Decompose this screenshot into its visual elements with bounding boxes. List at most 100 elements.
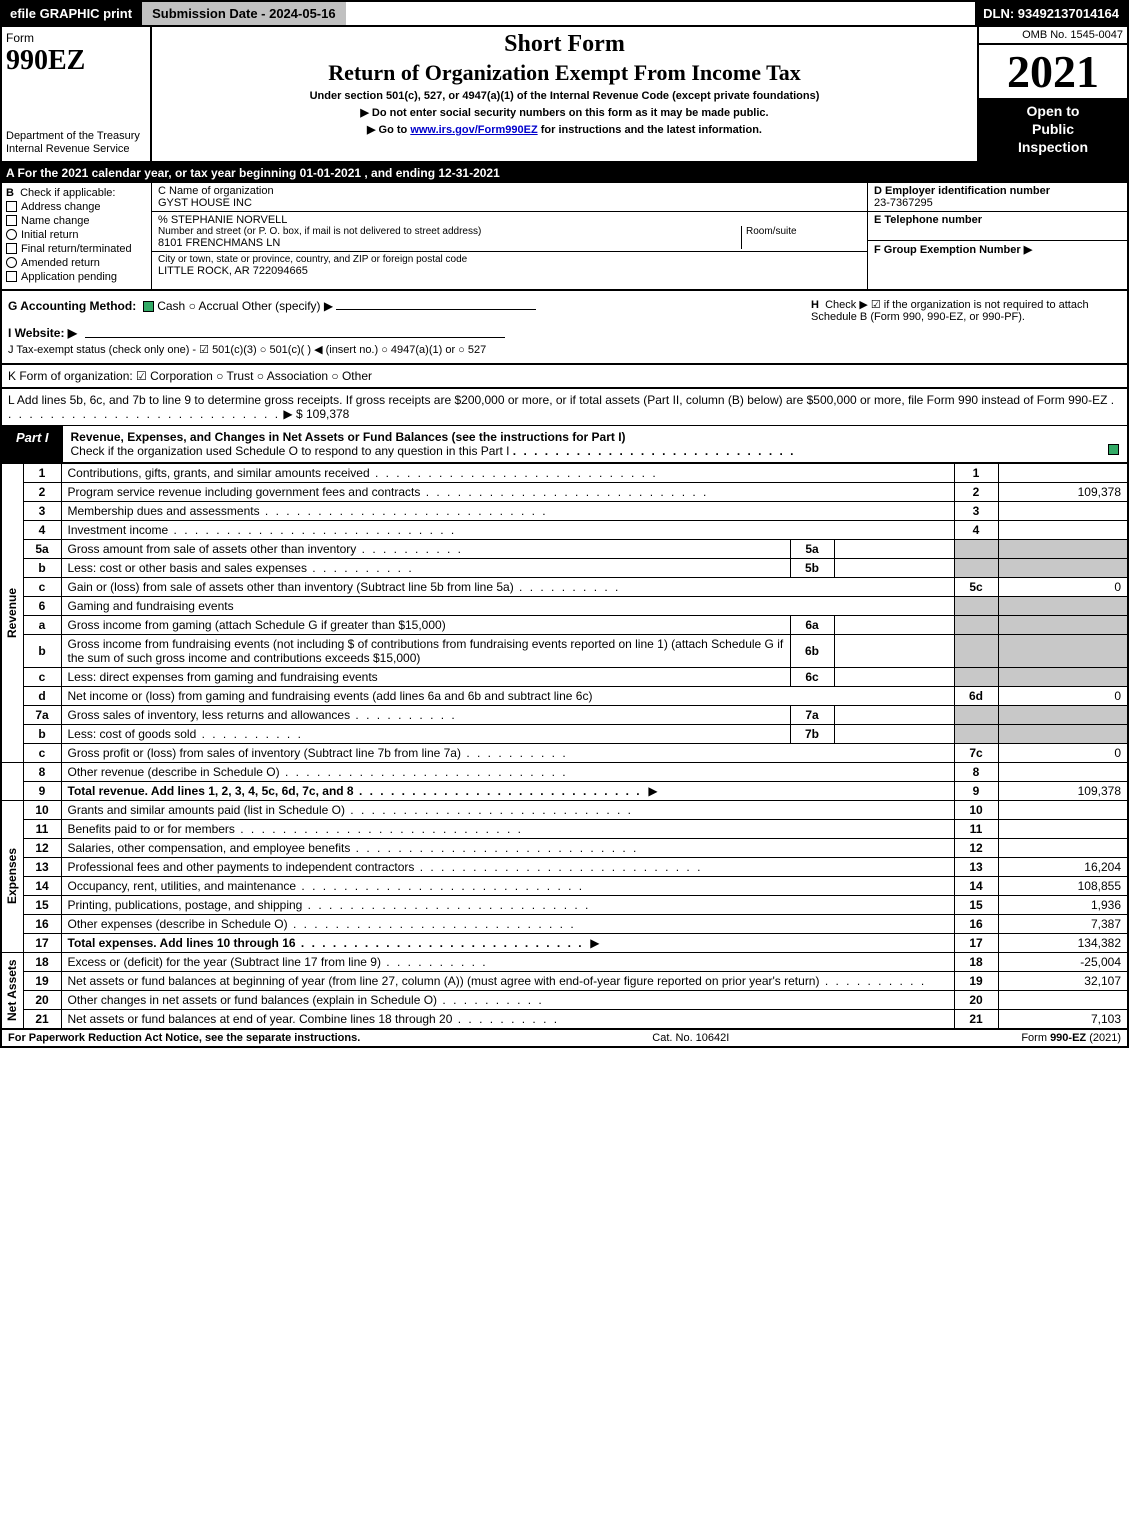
ln-10: 10 bbox=[23, 800, 61, 819]
efile-print-label[interactable]: efile GRAPHIC print bbox=[2, 2, 140, 25]
sc-6b: 6b bbox=[790, 634, 834, 667]
sc-6c: 6c bbox=[790, 667, 834, 686]
v-7a bbox=[998, 705, 1128, 724]
v-4 bbox=[998, 520, 1128, 539]
d-2: Program service revenue including govern… bbox=[68, 485, 709, 499]
v-14: 108,855 bbox=[998, 876, 1128, 895]
opt-amended: Amended return bbox=[21, 257, 100, 269]
d-15: Printing, publications, postage, and shi… bbox=[68, 898, 591, 912]
chk-initial-return[interactable] bbox=[6, 229, 17, 240]
vlabel-netassets: Net Assets bbox=[1, 952, 23, 1028]
nc-5c: 5c bbox=[954, 577, 998, 596]
sv-7a bbox=[834, 705, 954, 724]
nc-4: 4 bbox=[954, 520, 998, 539]
g-other-line[interactable] bbox=[336, 298, 536, 310]
nc-14: 14 bbox=[954, 876, 998, 895]
v-3 bbox=[998, 501, 1128, 520]
d-6a: Gross income from gaming (attach Schedul… bbox=[61, 615, 790, 634]
part1-title-text: Revenue, Expenses, and Changes in Net As… bbox=[71, 430, 626, 444]
l-amount: 109,378 bbox=[306, 407, 349, 421]
v-19: 32,107 bbox=[998, 971, 1128, 990]
d-5c: Gain or (loss) from sale of assets other… bbox=[68, 580, 621, 594]
short-form-title: Short Form bbox=[158, 31, 971, 58]
d-7c: Gross profit or (loss) from sales of inv… bbox=[68, 746, 568, 760]
sv-7b bbox=[834, 724, 954, 743]
nc-6 bbox=[954, 596, 998, 615]
dept-line2: Internal Revenue Service bbox=[6, 143, 146, 156]
d-5b: Less: cost or other basis and sales expe… bbox=[68, 561, 414, 575]
chk-cash[interactable] bbox=[143, 301, 154, 312]
nc-5a bbox=[954, 539, 998, 558]
nc-2: 2 bbox=[954, 482, 998, 501]
v-5a bbox=[998, 539, 1128, 558]
street-label: Number and street (or P. O. box, if mail… bbox=[158, 226, 741, 237]
ln-6: 6 bbox=[23, 596, 61, 615]
v-8 bbox=[998, 762, 1128, 781]
footer-post: (2021) bbox=[1086, 1032, 1121, 1044]
chk-app-pending[interactable] bbox=[6, 271, 17, 282]
v-1 bbox=[998, 463, 1128, 482]
ln-15: 15 bbox=[23, 895, 61, 914]
ln-14: 14 bbox=[23, 876, 61, 895]
org-name: GYST HOUSE INC bbox=[158, 197, 861, 209]
cat-number: Cat. No. 10642I bbox=[360, 1032, 1021, 1044]
chk-name-change[interactable] bbox=[6, 215, 17, 226]
page-footer: For Paperwork Reduction Act Notice, see … bbox=[0, 1029, 1129, 1048]
opt-name: Name change bbox=[21, 215, 90, 227]
chk-amended-return[interactable] bbox=[6, 257, 17, 268]
nc-3: 3 bbox=[954, 501, 998, 520]
v-18: -25,004 bbox=[998, 952, 1128, 971]
v-15: 1,936 bbox=[998, 895, 1128, 914]
ln-7a: 7a bbox=[23, 705, 61, 724]
nc-13: 13 bbox=[954, 857, 998, 876]
sv-5b bbox=[834, 558, 954, 577]
ln-4: 4 bbox=[23, 520, 61, 539]
chk-final-return[interactable] bbox=[6, 243, 17, 254]
l-amount-prefix: ▶ $ bbox=[283, 407, 306, 421]
d-12: Salaries, other compensation, and employ… bbox=[68, 841, 639, 855]
street-value: 8101 FRENCHMANS LN bbox=[158, 237, 741, 249]
g-label: G Accounting Method: bbox=[8, 299, 136, 313]
city-label: City or town, state or province, country… bbox=[158, 254, 861, 265]
ln-3: 3 bbox=[23, 501, 61, 520]
section-l: L Add lines 5b, 6c, and 7b to line 9 to … bbox=[0, 389, 1129, 426]
ln-5b: b bbox=[23, 558, 61, 577]
ln-17: 17 bbox=[23, 933, 61, 952]
nc-15: 15 bbox=[954, 895, 998, 914]
form-word: Form bbox=[6, 31, 146, 45]
ln-11: 11 bbox=[23, 819, 61, 838]
nc-18: 18 bbox=[954, 952, 998, 971]
chk-address-change[interactable] bbox=[6, 201, 17, 212]
v-7b bbox=[998, 724, 1128, 743]
h-text: Check ▶ ☑ if the organization is not req… bbox=[811, 299, 1089, 323]
subtitle: Under section 501(c), 527, or 4947(a)(1)… bbox=[158, 90, 971, 102]
j-text: J Tax-exempt status (check only one) - ☑… bbox=[8, 343, 486, 356]
opt-pending: Application pending bbox=[21, 271, 117, 283]
topbar-spacer bbox=[346, 2, 976, 25]
ein-value: 23-7367295 bbox=[874, 197, 1121, 209]
ln-5a: 5a bbox=[23, 539, 61, 558]
form-header: Form 990EZ Department of the Treasury In… bbox=[0, 27, 1129, 163]
form-ref: Form 990-EZ (2021) bbox=[1021, 1032, 1121, 1044]
d-9: Total revenue. Add lines 1, 2, 3, 4, 5c,… bbox=[68, 784, 642, 798]
ln-6c: c bbox=[23, 667, 61, 686]
part1-table: Revenue 1 Contributions, gifts, grants, … bbox=[0, 463, 1129, 1029]
sc-7a: 7a bbox=[790, 705, 834, 724]
d-7b: Less: cost of goods sold bbox=[68, 727, 303, 741]
sv-5a bbox=[834, 539, 954, 558]
i-line[interactable] bbox=[85, 326, 505, 338]
paperwork-notice: For Paperwork Reduction Act Notice, see … bbox=[8, 1032, 360, 1044]
ln-2: 2 bbox=[23, 482, 61, 501]
v-10 bbox=[998, 800, 1128, 819]
section-k: K Form of organization: ☑ Corporation ○ … bbox=[0, 365, 1129, 389]
ln-12: 12 bbox=[23, 838, 61, 857]
v-6 bbox=[998, 596, 1128, 615]
ln-8: 8 bbox=[23, 762, 61, 781]
ln-1: 1 bbox=[23, 463, 61, 482]
ln-6d: d bbox=[23, 686, 61, 705]
i-label: I Website: ▶ bbox=[8, 326, 77, 340]
chk-schedule-o[interactable] bbox=[1108, 444, 1119, 455]
room-label: Room/suite bbox=[741, 226, 861, 249]
irs-link[interactable]: www.irs.gov/Form990EZ bbox=[410, 124, 537, 136]
section-ghij: G Accounting Method: Cash ○ Accrual Othe… bbox=[0, 291, 1129, 365]
